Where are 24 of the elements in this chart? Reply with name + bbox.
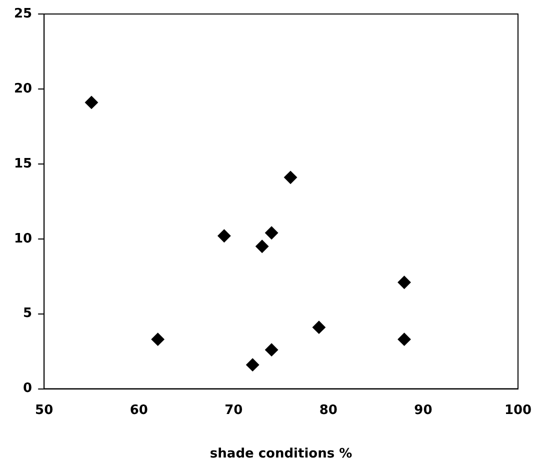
point <box>256 240 269 253</box>
x-tick-label: 60 <box>130 402 148 418</box>
point <box>84 96 98 109</box>
point <box>398 332 411 346</box>
y-tick-label: 25 <box>14 6 32 22</box>
x-tick-label: 80 <box>319 402 338 418</box>
x-axis-title: shade conditions % <box>210 446 352 462</box>
point <box>265 343 278 356</box>
x-tick-label: 100 <box>504 402 532 418</box>
point <box>398 276 411 289</box>
point <box>218 229 231 242</box>
y-tick-label: 5 <box>23 306 32 322</box>
x-tick-label: 90 <box>414 402 432 418</box>
y-tick-label: 15 <box>14 156 32 172</box>
point <box>312 320 326 334</box>
x-tick-label: 50 <box>35 402 54 418</box>
point <box>265 226 278 240</box>
y-tick-label: 20 <box>14 81 32 96</box>
point <box>246 358 260 372</box>
x-tick-label: 70 <box>224 402 243 418</box>
point <box>284 170 298 184</box>
y-tick-label: 0 <box>23 381 32 396</box>
point <box>151 332 164 346</box>
y-tick-label: 10 <box>14 231 32 246</box>
